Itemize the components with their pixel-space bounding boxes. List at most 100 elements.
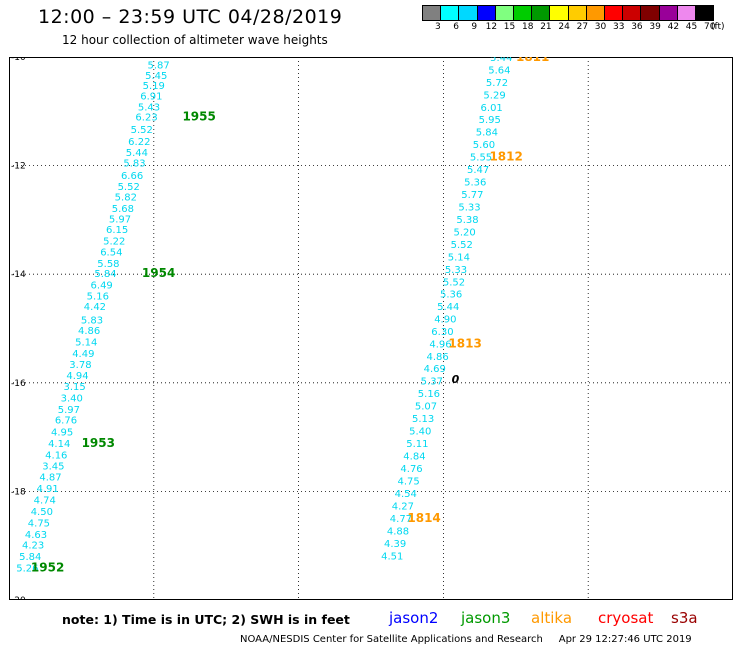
plot-area: -15-12-9-6-30-10-12-14-16-18-205.875.455… (9, 57, 733, 600)
pass-time-label: 1955 (182, 110, 215, 124)
wave-height-label: 6.91 (140, 92, 162, 103)
pass-time-label: 1954 (142, 266, 175, 280)
wave-height-label: 5.20 (454, 227, 476, 238)
wave-height-label: 5.36 (464, 177, 486, 188)
wave-height-label: 4.42 (84, 302, 106, 313)
legend-swatch (440, 5, 460, 21)
y-tick-label: -10 (11, 57, 26, 63)
legend-label: 39 (649, 22, 661, 32)
pass-time-label: 1953 (82, 436, 115, 450)
wave-height-label: 4.86 (426, 352, 448, 363)
wave-height-label: 5.97 (109, 214, 131, 225)
legend-label: 18 (522, 22, 534, 32)
wave-height-label: 5.52 (443, 277, 465, 288)
legend-swatch (695, 5, 715, 21)
wave-height-label: 6.66 (121, 171, 143, 182)
legend-swatch (585, 5, 605, 21)
legend-swatch (513, 5, 533, 21)
legend-swatch (531, 5, 551, 21)
wave-height-label: 5.60 (473, 140, 495, 151)
wave-height-label: 5.33 (458, 202, 480, 213)
wave-height-label: 5.44 (126, 148, 148, 159)
wave-height-label: 5.16 (87, 291, 109, 302)
wave-height-label: 5.83 (81, 315, 103, 326)
wave-height-label: 5.29 (483, 90, 505, 101)
annotation-label: 0 (452, 373, 460, 386)
y-tick-label: -16 (11, 379, 26, 389)
wave-height-label: 3.45 (42, 461, 64, 472)
wave-height-label: 6.49 (91, 281, 113, 292)
legend-unit: (ft) (711, 22, 725, 32)
wave-height-label: 5.87 (147, 61, 169, 72)
pass-time-label: 1812 (489, 149, 522, 163)
wave-height-label: 4.63 (25, 530, 47, 541)
y-tick-label: -12 (11, 162, 26, 172)
wave-height-label: 5.43 (138, 102, 160, 113)
legend-label: 21 (540, 22, 552, 32)
wave-height-label: 5.13 (412, 414, 434, 425)
wave-height-label: 4.84 (403, 452, 425, 463)
satellite-cryosat: cryosat (598, 609, 654, 627)
wave-height-label: 6.15 (106, 225, 128, 236)
plot-frame (9, 57, 733, 600)
wave-height-label: 4.96 (429, 340, 451, 351)
wave-height-label: 5.44 (490, 57, 512, 64)
wave-height-label: 5.16 (418, 389, 440, 400)
legend-swatch (604, 5, 624, 21)
satellite-jason3: jason3 (461, 609, 511, 627)
wave-height-label: 5.55 (470, 152, 492, 163)
wave-height-label: 4.54 (395, 489, 417, 500)
wave-height-label: 4.16 (45, 450, 67, 461)
legend-label: 3 (435, 22, 441, 32)
wave-height-label: 4.95 (51, 428, 73, 439)
wave-height-label: 5.38 (456, 215, 478, 226)
pass-time-label: 1952 (31, 560, 64, 574)
wave-height-label: 4.75 (398, 477, 420, 488)
wave-height-label: 5.45 (145, 71, 167, 82)
wave-height-label: 4.91 (36, 484, 58, 495)
legend-swatch (658, 5, 678, 21)
legend-label: 6 (453, 22, 459, 32)
legend-label: 12 (485, 22, 498, 32)
satellite-s3a: s3a (671, 609, 698, 627)
legend-label: 15 (503, 22, 516, 32)
wave-height-label: 5.47 (467, 165, 489, 176)
legend-swatch (476, 5, 496, 21)
wave-height-label: 6.54 (100, 247, 122, 258)
wave-height-label: 6.01 (481, 103, 503, 114)
wave-height-label: 5.68 (112, 204, 134, 215)
legend-label: 36 (631, 22, 643, 32)
wave-height-label: 6.23 (135, 113, 157, 124)
wave-height-label: 6.22 (128, 137, 150, 148)
wave-height-label: 5.11 (406, 439, 428, 450)
pass-time-label: 1814 (407, 511, 440, 525)
wave-height-label: 3.78 (69, 360, 91, 371)
wave-height-label: 4.51 (381, 551, 403, 562)
wave-height-label: 4.69 (424, 364, 446, 375)
wave-height-label: 5.97 (58, 405, 80, 416)
wave-height-label: 4.50 (31, 507, 53, 518)
legend-label: 27 (576, 22, 589, 32)
chart-subtitle: 12 hour collection of altimeter wave hei… (62, 33, 328, 47)
wave-height-label: 4.14 (48, 439, 70, 450)
wave-height-label: 4.23 (22, 541, 44, 552)
wave-height-label: 5.72 (486, 78, 508, 89)
wave-height-label: 5.84 (19, 552, 41, 563)
wave-height-label: 5.14 (448, 252, 470, 263)
legend-swatch (567, 5, 587, 21)
wave-height-label: 5.44 (437, 302, 459, 313)
y-tick-label: -14 (11, 270, 26, 280)
wave-height-label: 5.58 (97, 259, 119, 270)
legend-swatch (494, 5, 514, 21)
legend-label: 45 (685, 22, 698, 32)
wave-height-label: 5.83 (123, 158, 145, 169)
wave-height-label: 4.27 (392, 502, 414, 513)
wave-height-label: 3.15 (64, 382, 86, 393)
wave-height-label: 4.76 (400, 464, 422, 475)
wave-height-label: 4.77 (390, 514, 412, 525)
legend-label: 30 (594, 22, 607, 32)
wave-height-label: 5.33 (445, 265, 467, 276)
wave-height-label: 4.39 (384, 539, 406, 550)
chart-title: 12:00 – 23:59 UTC 04/28/2019 (38, 6, 343, 28)
